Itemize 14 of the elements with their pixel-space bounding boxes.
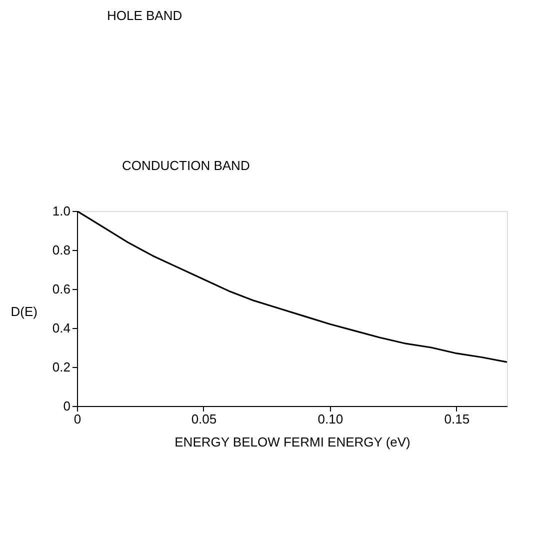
y-tick-label: 0.6 (52, 282, 70, 296)
y-tick-label: 0 (63, 398, 70, 414)
y-tick-label: 1.0 (52, 204, 70, 218)
y-axis-title: D(E) (10, 304, 38, 319)
text: HOLE BAND (107, 8, 182, 23)
y-tick-label: 0.2 (52, 360, 70, 374)
text: CONDUCTION BAND (122, 158, 250, 173)
x-tick-label: 0.05 (191, 412, 217, 426)
x-tick-label: 0.10 (318, 412, 344, 426)
y-tick-label: 0.4 (52, 320, 70, 336)
x-tick-label: 0 (74, 412, 82, 426)
y-tick-label: 0.8 (52, 242, 70, 258)
x-axis-title: ENERGY BELOW FERMI ENERGY (eV) (174, 434, 410, 450)
x-tick-label: 0.15 (444, 412, 470, 426)
